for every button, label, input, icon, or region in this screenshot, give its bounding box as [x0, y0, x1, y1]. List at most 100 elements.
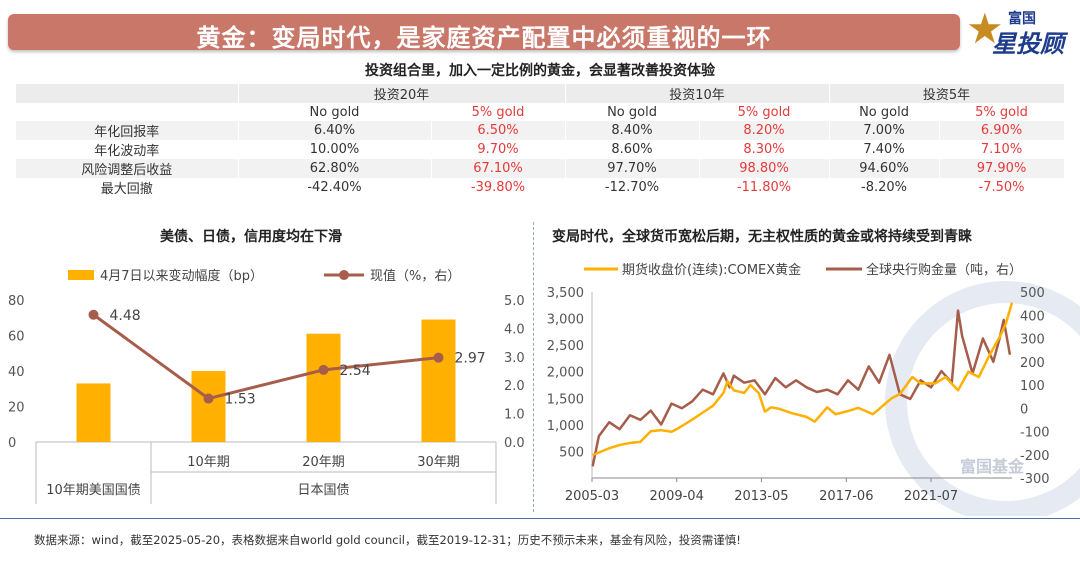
- table-cell: 7.40%: [829, 140, 940, 159]
- line-point: [318, 364, 329, 375]
- table-cell: -8.20%: [829, 178, 940, 197]
- footnote: 数据来源：wind，截至2025-05-20，表格数据来自world gold …: [34, 533, 741, 547]
- bar: [76, 383, 111, 442]
- table-row: 风险调整后收益 62.80% 67.10% 97.70% 98.80% 94.6…: [16, 159, 1065, 178]
- bond-chart: 4月7日以来变动幅度（bp） 现值（%，右） 0 20 40 60 80 0.0 1.0 2.0 3…: [8, 268, 525, 504]
- row-label: 年化回报率: [16, 121, 239, 140]
- y-tick-label-left: 60: [8, 330, 25, 345]
- table-cell: 7.10%: [939, 140, 1065, 159]
- table-cell: 6.90%: [939, 121, 1065, 140]
- point-label: 2.97: [455, 351, 486, 367]
- table-cell: 98.80%: [699, 159, 830, 178]
- y-tick-label-right: 400: [1020, 309, 1045, 324]
- x-tick-label: 30年期: [417, 455, 460, 470]
- left-chart-title: 美债、日债，信用度均在下滑: [160, 229, 342, 245]
- point-label: 1.53: [225, 392, 256, 408]
- series-line-gold-price: [592, 302, 1014, 457]
- table-cell: 97.90%: [939, 159, 1065, 178]
- table-cell: 8.60%: [565, 140, 700, 159]
- bar: [191, 371, 226, 442]
- table-cell: 7.00%: [829, 121, 940, 140]
- table-cell: -7.50%: [939, 178, 1065, 197]
- table-cell: 62.80%: [238, 159, 432, 178]
- y-tick-label-left: 500: [559, 445, 584, 460]
- line-point: [88, 309, 99, 320]
- right-chart-title: 变局时代，全球货币宽松后期，无主权性质的黄金或将持续受到青睐: [552, 229, 972, 245]
- row-label: 风险调整后收益: [16, 159, 239, 178]
- table-cell: 6.50%: [431, 121, 566, 140]
- y-tick-label-left: 80: [8, 294, 25, 309]
- table-cell: -39.80%: [431, 178, 566, 197]
- y-tick-label-left: 2,000: [547, 366, 584, 381]
- y-tick-label-right: 500: [1020, 286, 1045, 301]
- table-subheader-row: No gold 5% gold No gold 5% gold No gold …: [16, 103, 1065, 121]
- table-subheader: 5% gold: [431, 103, 566, 121]
- table-subheader: No gold: [565, 103, 700, 121]
- x-tick-label: 20年期: [302, 455, 345, 470]
- page-title: 黄金：变局时代，是家庭资产配置中必须重视的一环: [196, 24, 772, 52]
- table-cell: 8.20%: [699, 121, 830, 140]
- table-row: 最大回撤 -42.40% -39.80% -12.70% -11.80% -8.…: [16, 178, 1065, 197]
- watermark-text: 富国基金: [960, 457, 1025, 476]
- y-tick-label-right: -100: [1020, 426, 1050, 441]
- table-group-header: 投资5年: [829, 84, 1065, 103]
- table-cell: 9.70%: [431, 140, 566, 159]
- x-tick-label: 2005-03: [565, 489, 619, 504]
- table-row: 年化波动率 10.00% 9.70% 8.60% 8.30% 7.40% 7.1…: [16, 140, 1065, 159]
- table-group-header: 投资10年: [565, 84, 830, 103]
- y-tick-label-right: 2.0: [504, 379, 525, 394]
- star-icon: ★: [966, 4, 1004, 53]
- y-tick-label-right: -200: [1020, 449, 1050, 464]
- y-tick-label-right: -300: [1020, 472, 1050, 487]
- x-tick-label: 2009-04: [650, 489, 704, 504]
- y-tick-label-right: 1.0: [504, 408, 525, 423]
- y-tick-label-right: 200: [1020, 356, 1045, 371]
- y-tick-label-left: 1,500: [547, 392, 584, 407]
- table-group-row: 投资20年 投资10年 投资5年: [16, 84, 1065, 103]
- gold-chart: 富国基金 期货收盘价(连续):COMEX黄金 全球央行购金量（吨，右） 500 1,00…: [547, 262, 1080, 516]
- series-line: [92, 313, 439, 401]
- x-tick-label: 2021-07: [904, 489, 958, 504]
- table-row: 年化回报率 6.40% 6.50% 8.40% 8.20% 7.00% 6.90…: [16, 121, 1065, 140]
- line-point: [203, 393, 214, 404]
- table-corner: [16, 84, 239, 103]
- row-label: 年化波动率: [16, 140, 239, 159]
- point-label: 4.48: [110, 308, 141, 324]
- table-cell: 94.60%: [829, 159, 940, 178]
- logo: ★ 富国 星投顾: [966, 4, 1076, 59]
- table-cell: 8.40%: [565, 121, 700, 140]
- row-label: 最大回撤: [16, 178, 239, 197]
- y-tick-label-right: 0.0: [504, 436, 525, 451]
- bar: [421, 319, 456, 442]
- table-cell: -11.80%: [699, 178, 830, 197]
- y-tick-label-right: 5.0: [504, 294, 525, 309]
- y-tick-label-left: 2,500: [547, 339, 584, 354]
- table-group-header: 投资20年: [238, 84, 566, 103]
- table-cell: 97.70%: [565, 159, 700, 178]
- chart-divider: [533, 222, 534, 512]
- table-cell: -42.40%: [238, 178, 432, 197]
- y-tick-label-left: 3,000: [547, 313, 584, 328]
- legend-marker: [339, 270, 349, 280]
- table-subheader: No gold: [238, 103, 432, 121]
- y-tick-label-right: 4.0: [504, 322, 525, 337]
- table-subheader: 5% gold: [699, 103, 830, 121]
- y-tick-label-right: 0: [1020, 402, 1028, 417]
- legend-label: 全球央行购金量（吨，右）: [866, 262, 1022, 278]
- title-banner: 黄金：变局时代，是家庭资产配置中必须重视的一环: [8, 14, 960, 52]
- y-tick-label-left: 1,000: [547, 419, 584, 434]
- logo-top-text: 富国: [1008, 11, 1036, 27]
- table-cell: 10.00%: [238, 140, 432, 159]
- table-cell: -12.70%: [565, 178, 700, 197]
- table-title: 投资组合里，加入一定比例的黄金，会显著改善投资体验: [365, 63, 715, 79]
- y-tick-label-right: 300: [1020, 333, 1045, 348]
- watermark-ring: [885, 281, 1080, 516]
- table-cell: 6.40%: [238, 121, 432, 140]
- footer-divider: [0, 518, 1080, 519]
- table-cell: 8.30%: [699, 140, 830, 159]
- legend-label: 4月7日以来变动幅度（bp）: [100, 268, 263, 284]
- bar: [306, 333, 341, 442]
- line-point: [433, 352, 444, 363]
- y-tick-label-left: 40: [8, 365, 25, 380]
- group-label: 日本国债: [297, 483, 349, 498]
